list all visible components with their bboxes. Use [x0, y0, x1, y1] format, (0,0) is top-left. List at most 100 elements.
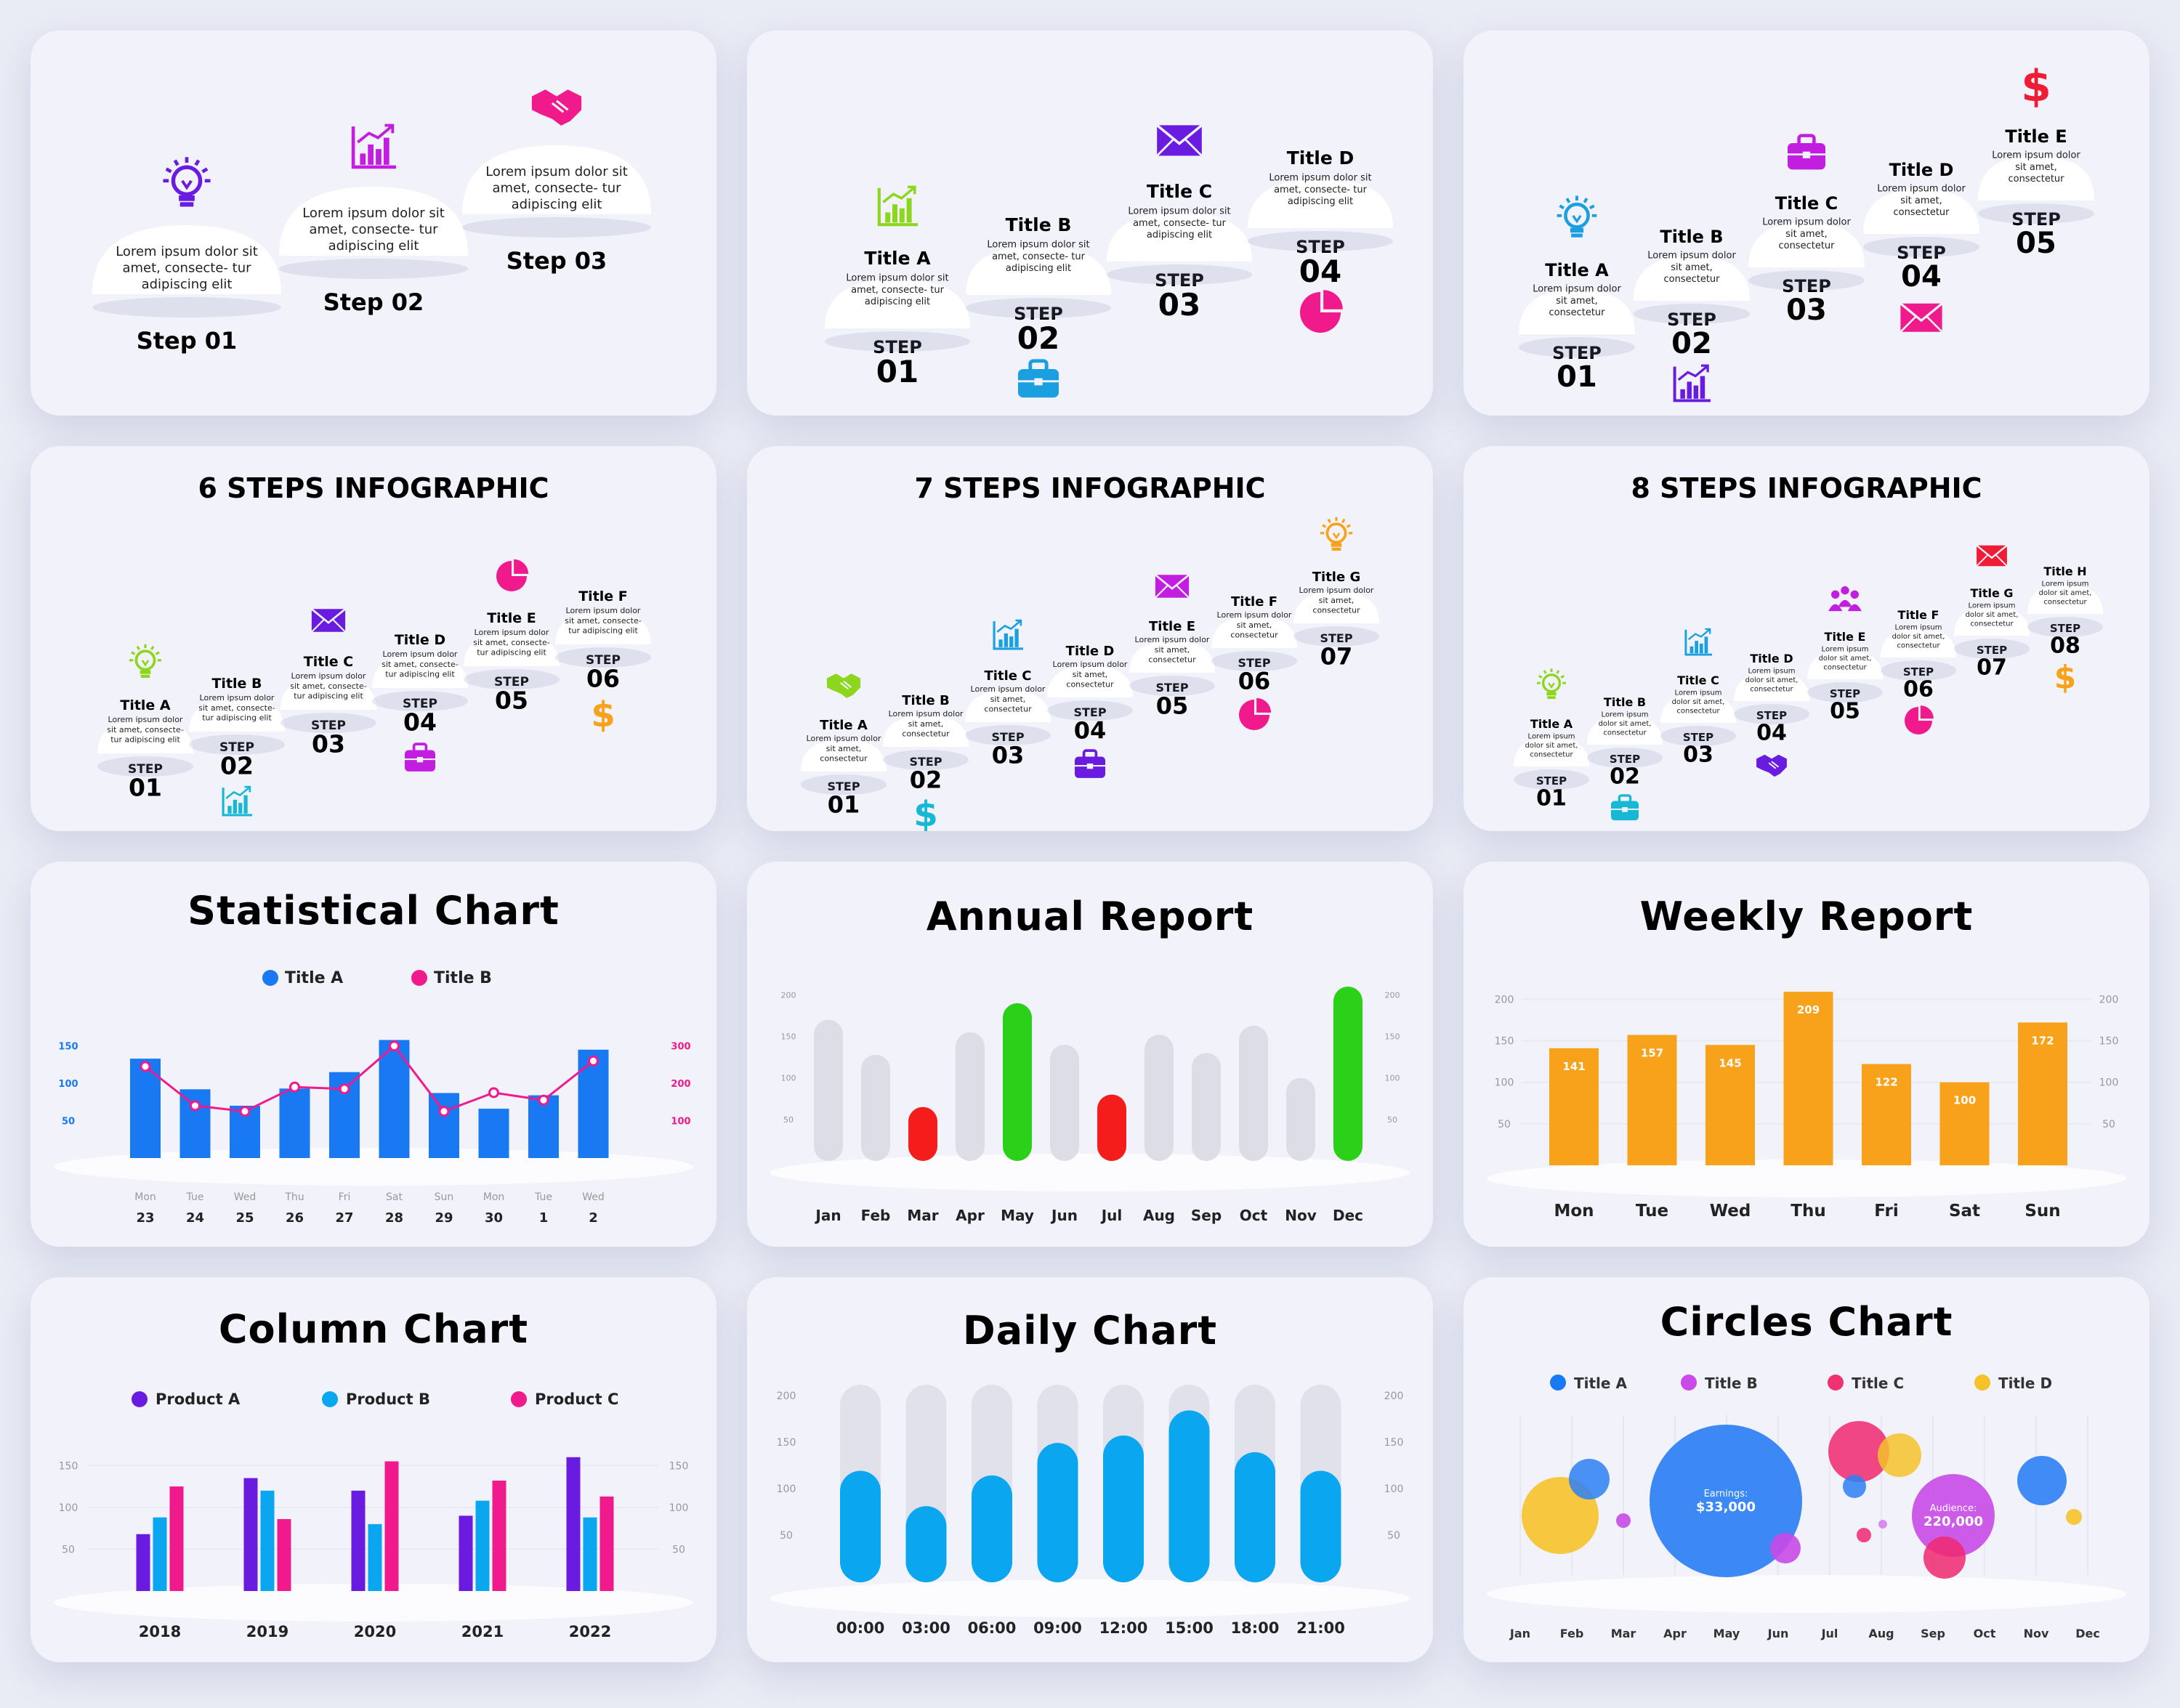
- svg-text:$: $: [2054, 659, 2076, 696]
- step-dome: [1211, 616, 1297, 671]
- bar-value-label: 122: [1875, 1076, 1897, 1089]
- bar-title-a: [478, 1109, 509, 1158]
- step-word: STEP: [219, 740, 254, 755]
- step-number: 03: [992, 741, 1025, 769]
- x-month-label: Feb: [861, 1207, 891, 1224]
- x-month-label: Aug: [1143, 1207, 1175, 1224]
- y-tick-label: 150: [781, 1032, 796, 1042]
- bar-may: [1003, 1003, 1032, 1161]
- handshake-icon: [826, 673, 861, 698]
- legend-label: Product A: [156, 1391, 241, 1408]
- step-word: STEP: [873, 337, 922, 357]
- steps3-graphic: Lorem ipsum dolor sit amet, consecte- tur…: [92, 89, 651, 355]
- bar-hour: [840, 1470, 881, 1582]
- bar-product-a: [459, 1515, 473, 1591]
- bubble: [1770, 1533, 1801, 1563]
- card-statistical-chart: Statistical Chart Title A Title B 50 100 150…: [31, 862, 716, 1247]
- step-text: Lorem ipsum dolor sit amet, consecte- tur…: [1269, 173, 1371, 208]
- step-number: 05: [2016, 227, 2056, 260]
- step-text: Lorem ipsum dolor sit amet, consectetur: [1992, 150, 2080, 185]
- x-month-label: Jul: [1100, 1207, 1123, 1224]
- step-word: STEP: [2050, 622, 2080, 635]
- x-date-label: 24: [186, 1210, 204, 1226]
- statistical-chart-title: Statistical Chart: [187, 888, 560, 934]
- step-dome: [97, 720, 193, 777]
- step-dome: [966, 246, 1111, 318]
- step-text: Lorem ipsum dolor sit amet, consectetur: [1745, 667, 1798, 693]
- point-title-b: [588, 1055, 599, 1067]
- step-dome: [1863, 189, 1979, 257]
- step-word: STEP: [311, 719, 346, 733]
- step-text: Lorem ipsum dolor sit amet, consectetur: [1762, 217, 1851, 252]
- step3-item: Lorem ipsum dolor sit amet, consecte- tur…: [92, 157, 281, 355]
- step-dome: [2027, 585, 2103, 637]
- bar-product-a: [351, 1490, 366, 1591]
- x-day-label: Fri: [1874, 1202, 1898, 1221]
- step-number: 04: [1901, 260, 1942, 294]
- bar-mon: [1549, 1048, 1599, 1165]
- step-word: STEP: [1667, 309, 1716, 330]
- step-word: STEP: [1610, 753, 1640, 766]
- step3-item: Lorem ipsum dolor sit amet, consecte- tur…: [462, 89, 651, 275]
- step-dome: [1807, 650, 1883, 703]
- step-text: Lorem ipsum dolor sit amet, consectetur: [807, 734, 881, 763]
- step-dome: [372, 655, 468, 711]
- step-title: Title F: [578, 588, 628, 604]
- dollar-icon: $: [913, 794, 938, 831]
- briefcase-icon: [1610, 794, 1639, 821]
- step-dome: [1734, 672, 1809, 724]
- people-icon: [1828, 586, 1862, 612]
- legend-label: Title B: [434, 969, 492, 987]
- step-word: STEP: [1683, 731, 1713, 744]
- step3-label: Step 02: [323, 288, 424, 316]
- bar-hour: [1235, 1452, 1275, 1582]
- x-year-label: 2018: [139, 1623, 181, 1640]
- point-title-b: [389, 1040, 400, 1052]
- step-text: Lorem ipsum dolor sit amet, consectetur: [1672, 689, 1725, 715]
- bubble: [1878, 1433, 1921, 1477]
- step-text: Lorem ipsum dolor sit amet, consectetur: [1892, 623, 1945, 649]
- y-tick-label: 150: [59, 1460, 78, 1472]
- step-dome: [825, 279, 970, 352]
- y-tick-label: 150: [777, 1437, 796, 1449]
- step-text: Lorem ipsum dolor sit amet, consectetur: [971, 684, 1046, 714]
- bar-product-b: [260, 1490, 275, 1591]
- x-hour-label: 09:00: [1033, 1619, 1082, 1637]
- briefcase-icon: [405, 742, 435, 772]
- circles-chart-title: Circles Chart: [1660, 1299, 1953, 1345]
- step-text: Lorem ipsum dolor sit amet, consectetur: [1135, 635, 1210, 665]
- y-tick-label: 100: [781, 1074, 796, 1083]
- step-text: Lorem ipsum dolor sit amet, consectetur: [1533, 284, 1621, 319]
- step-number: 04: [1299, 254, 1341, 289]
- y-tick-label: 150: [1495, 1036, 1514, 1048]
- step-text: Lorem ipsum dolor sit amet, consecte- tur…: [846, 273, 948, 308]
- legend-label: Title D: [1998, 1375, 2052, 1392]
- step-number: 07: [1320, 642, 1353, 670]
- x-month-label: Sep: [1191, 1207, 1222, 1224]
- chart-floor: [1487, 1575, 2126, 1613]
- x-day-label: Wed: [1710, 1202, 1751, 1221]
- bar-chart-icon: [1684, 628, 1713, 656]
- step-title: Title D: [1287, 147, 1355, 169]
- step-text: Lorem ipsum dolor sit amet, consecte-tur …: [107, 715, 184, 745]
- pie-chart-icon: [1905, 705, 1934, 734]
- chart-floor: [770, 1579, 1410, 1617]
- x-hour-label: 00:00: [836, 1619, 885, 1637]
- step-dome: [1519, 289, 1635, 357]
- step3-dome: [92, 225, 281, 317]
- bubble: [1857, 1528, 1871, 1542]
- step-text: Lorem ipsum dolor sit amet, consecte- tur…: [1128, 206, 1230, 241]
- card-annual-report: Annual Report 50 50 100 100 150 150 200 200 Jan F…: [747, 862, 1433, 1247]
- x-date-label: 30: [485, 1210, 503, 1226]
- steps8-title: 8 STEPS INFOGRAPHIC: [1631, 472, 1982, 504]
- step-title: Title E: [1149, 619, 1195, 634]
- step-number: 06: [1238, 667, 1271, 695]
